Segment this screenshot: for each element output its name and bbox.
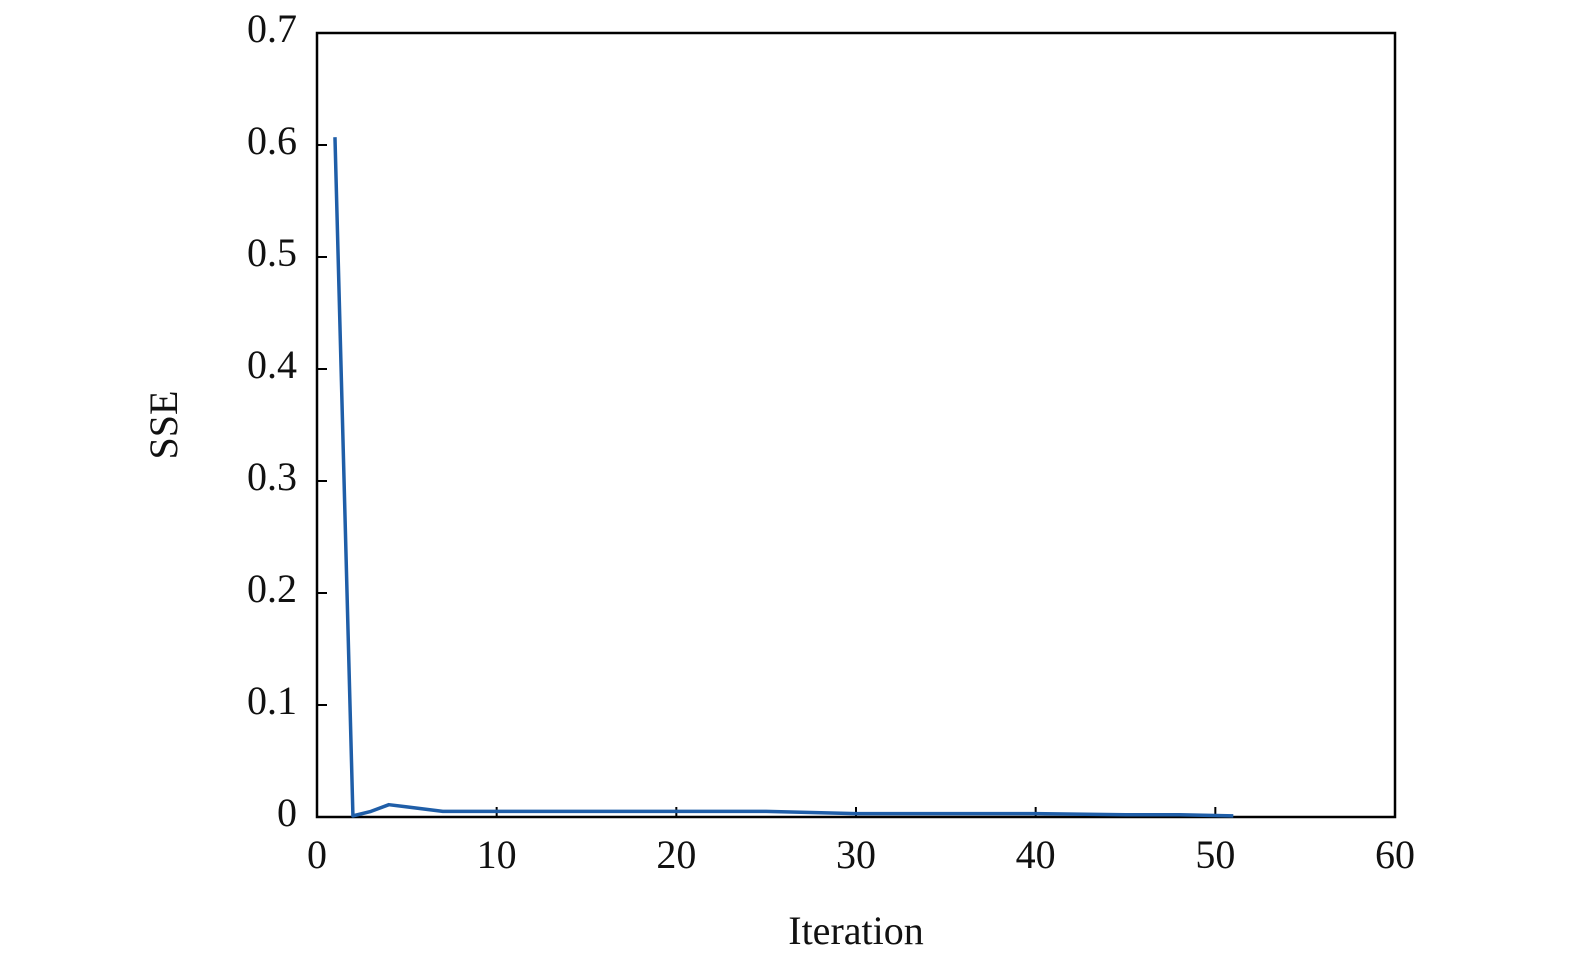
y-axis-label: SSE [141,391,186,460]
y-tick-label: 0.3 [247,454,297,499]
x-tick-label: 0 [307,832,327,877]
y-tick-label: 0.5 [247,230,297,275]
data-line [333,137,1234,818]
x-tick-label: 60 [1375,832,1415,877]
y-tick-label: 0.7 [247,6,297,51]
y-tick-label: 0 [277,790,297,835]
y-tick-label: 0.4 [247,342,297,387]
x-tick-label: 40 [1016,832,1056,877]
x-tick-label: 30 [836,832,876,877]
x-axis-label: Iteration [788,908,924,953]
y-tick-label: 0.6 [247,118,297,163]
x-tick-label: 10 [477,832,517,877]
plot-frame [315,31,1397,819]
y-tick-label: 0.2 [247,566,297,611]
x-tick-label: 20 [656,832,696,877]
x-tick-label: 50 [1195,832,1235,877]
y-tick-label: 0.1 [247,678,297,723]
